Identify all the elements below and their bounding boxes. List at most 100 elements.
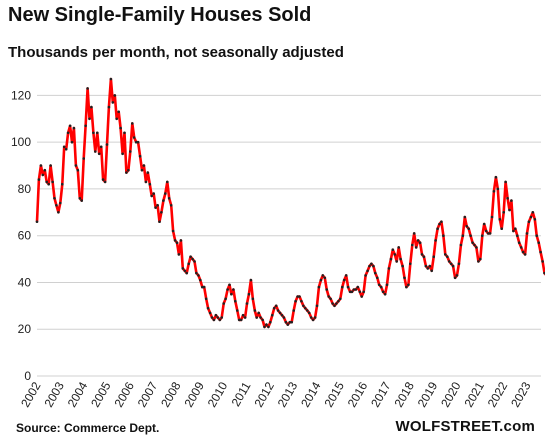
data-point	[529, 215, 533, 219]
data-point	[323, 276, 327, 280]
data-point	[465, 225, 469, 228]
data-point	[387, 267, 391, 270]
data-point	[162, 199, 165, 202]
data-point	[317, 285, 321, 289]
data-point	[516, 234, 519, 237]
data-point	[500, 227, 504, 230]
data-point	[201, 285, 204, 289]
data-point	[461, 234, 465, 237]
data-point	[278, 311, 282, 315]
x-tick-label: 2020	[438, 379, 464, 409]
data-point	[412, 232, 416, 235]
x-tick-label: 2008	[158, 379, 184, 409]
data-point	[66, 131, 70, 135]
data-point	[409, 262, 412, 266]
data-point	[70, 140, 74, 144]
data-point	[68, 124, 72, 128]
x-tick-label: 2012	[251, 379, 277, 409]
series-layer	[35, 77, 545, 329]
data-point	[449, 262, 453, 266]
data-point	[436, 227, 439, 230]
data-point	[514, 227, 517, 230]
data-point	[150, 194, 153, 198]
x-tick-label: 2010	[205, 379, 231, 409]
data-point	[502, 211, 506, 214]
x-tick-label: 2015	[321, 379, 347, 409]
data-point	[379, 285, 383, 289]
data-point	[366, 269, 369, 273]
data-point	[331, 302, 334, 305]
data-point	[43, 168, 47, 172]
data-point	[131, 122, 134, 125]
data-point	[195, 271, 198, 275]
data-point	[539, 250, 542, 254]
data-point	[171, 229, 175, 233]
data-point	[508, 208, 511, 212]
data-point	[523, 253, 527, 256]
data-point	[210, 316, 214, 319]
data-point	[498, 218, 502, 221]
data-point	[224, 297, 227, 301]
data-point	[113, 94, 117, 97]
data-point	[167, 197, 171, 200]
chart-subtitle: Thousands per month, not seasonally adju…	[8, 44, 344, 61]
data-point	[90, 105, 93, 109]
data-point	[432, 255, 436, 258]
data-point	[144, 180, 148, 184]
data-point	[187, 262, 190, 266]
x-tick-label: 2011	[229, 379, 254, 409]
data-point	[411, 243, 414, 247]
data-point	[208, 311, 212, 315]
data-point	[94, 150, 97, 153]
data-point	[492, 190, 496, 193]
data-point	[105, 143, 109, 146]
data-point	[158, 220, 161, 223]
data-point	[453, 276, 457, 280]
data-point	[451, 264, 455, 268]
data-point	[183, 269, 187, 273]
data-point	[265, 323, 268, 326]
data-point	[525, 232, 529, 235]
data-point	[226, 288, 229, 291]
data-point	[321, 274, 325, 277]
data-point	[407, 283, 410, 287]
x-tick-label: 2019	[415, 379, 441, 409]
data-point	[212, 318, 216, 322]
data-point	[136, 140, 140, 144]
data-point	[368, 264, 371, 268]
data-point	[504, 180, 507, 184]
data-point	[313, 316, 317, 319]
x-tick-label: 2007	[135, 379, 161, 409]
x-tick-label: 2018	[391, 379, 417, 409]
data-point	[290, 320, 294, 324]
data-point	[111, 101, 115, 104]
data-point	[74, 164, 78, 167]
data-point	[329, 297, 332, 301]
data-point	[282, 316, 286, 319]
data-point	[272, 306, 276, 310]
data-point	[434, 239, 437, 242]
data-point	[39, 164, 43, 167]
x-tick-label: 2002	[18, 379, 44, 409]
data-point	[395, 260, 399, 263]
data-point	[537, 241, 540, 244]
data-point	[249, 278, 253, 282]
data-point	[96, 131, 99, 135]
data-point	[175, 241, 179, 244]
data-point	[257, 311, 261, 315]
data-point	[341, 285, 344, 289]
data-point	[459, 243, 463, 247]
data-point	[424, 264, 428, 268]
y-tick-label: 80	[18, 182, 32, 196]
data-point	[84, 124, 87, 128]
data-point	[251, 297, 255, 301]
data-point	[339, 297, 342, 301]
data-point	[232, 288, 235, 291]
data-point	[220, 316, 223, 319]
data-point	[393, 253, 397, 256]
data-point	[125, 171, 128, 174]
data-point	[230, 292, 233, 296]
x-tick-label: 2003	[41, 379, 67, 409]
data-point	[286, 323, 290, 326]
data-point	[506, 197, 509, 200]
